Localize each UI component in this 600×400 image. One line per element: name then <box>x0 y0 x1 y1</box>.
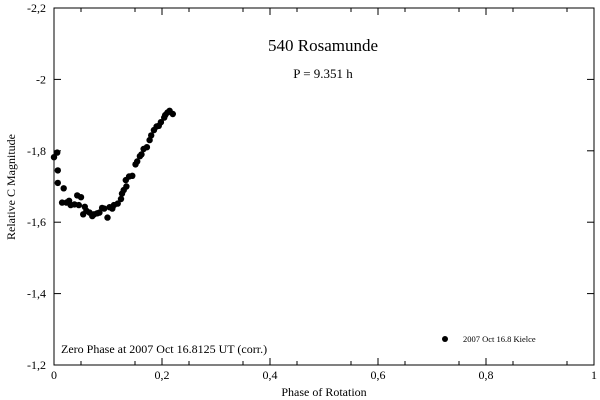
y-tick-label: -1,8 <box>27 144 46 158</box>
zero-phase-annotation: Zero Phase at 2007 Oct 16.8125 UT (corr.… <box>61 342 267 356</box>
data-point <box>117 195 125 203</box>
y-tick-label: -2,2 <box>27 1 46 15</box>
data-point <box>123 183 130 190</box>
data-point <box>148 132 155 139</box>
data-points <box>50 107 176 221</box>
data-point <box>54 167 61 174</box>
y-tick-label: -1,2 <box>27 358 46 372</box>
data-point <box>96 209 103 216</box>
data-point <box>169 110 176 118</box>
data-point <box>114 200 121 207</box>
chart-subtitle: P = 9.351 h <box>293 66 353 81</box>
legend-marker <box>442 336 448 342</box>
y-axis-ticks: -2,2 -2 -1,8 -1,6 -1,4 -1,2 <box>27 1 594 372</box>
data-point <box>75 201 83 209</box>
y-tick-label: -1,4 <box>27 287 46 301</box>
data-point <box>77 194 85 201</box>
x-tick-label: 0,4 <box>263 368 278 382</box>
x-tick-label: 0 <box>51 368 57 382</box>
chart-title: 540 Rosamunde <box>268 36 378 55</box>
data-point <box>157 119 165 126</box>
x-tick-label: 1 <box>591 368 597 382</box>
data-point <box>104 214 111 221</box>
plot-frame <box>53 7 595 366</box>
x-axis-ticks: 0 0,2 0,4 0,6 0,8 1 <box>51 8 597 382</box>
x-tick-label: 0,6 <box>371 368 386 382</box>
data-point <box>54 149 61 156</box>
x-tick-label: 0,8 <box>479 368 494 382</box>
data-point <box>50 154 58 161</box>
data-point <box>54 179 61 187</box>
legend-label: 2007 Oct 16.8 Kielce <box>463 334 536 344</box>
data-point <box>129 172 136 179</box>
x-axis-label: Phase of Rotation <box>281 385 366 399</box>
data-point <box>60 185 67 192</box>
x-tick-label: 0,2 <box>155 368 170 382</box>
data-point <box>143 144 151 151</box>
y-tick-label: -2 <box>36 72 46 86</box>
data-point <box>101 205 108 212</box>
y-axis-label: Relative C Magnitude <box>4 134 18 240</box>
y-tick-label: -1,6 <box>27 215 46 229</box>
data-point <box>138 151 145 158</box>
data-point <box>134 158 141 165</box>
